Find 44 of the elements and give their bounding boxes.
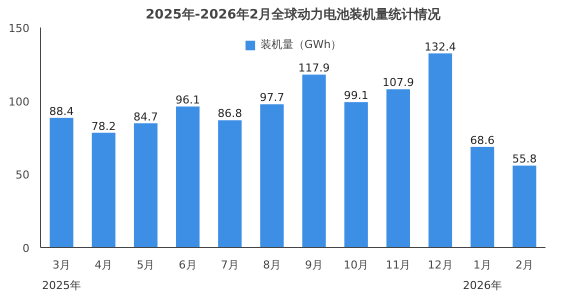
bar bbox=[386, 89, 410, 248]
text: 2025年 bbox=[42, 279, 82, 292]
data-label: 55.8 bbox=[512, 152, 537, 166]
data-label: 96.1 bbox=[176, 94, 200, 107]
x-tick-label: 8月 bbox=[262, 258, 281, 272]
chart-title: 2025年-2026年2月全球动力电池装机量统计情况 bbox=[146, 6, 442, 22]
data-label: 84.7 bbox=[133, 110, 158, 124]
bar bbox=[176, 106, 200, 248]
bar bbox=[512, 166, 536, 248]
x-tick-label: 3月 bbox=[52, 258, 71, 272]
data-label: 88.4 bbox=[49, 104, 74, 118]
y-tick-label: 150 bbox=[8, 22, 30, 35]
bar bbox=[50, 118, 74, 248]
x-tick-label: 12月 bbox=[428, 258, 453, 272]
data-label: 99.1 bbox=[344, 89, 368, 102]
x-tick-label: 6月 bbox=[178, 258, 197, 272]
data-label: 107.9 bbox=[382, 76, 414, 90]
legend-label: 装机量（GWh） bbox=[260, 37, 342, 52]
data-label: 132.4 bbox=[424, 40, 456, 54]
data-label: 97.7 bbox=[260, 91, 284, 104]
bar bbox=[260, 104, 284, 248]
x-tick-label: 4月 bbox=[94, 258, 113, 272]
bar bbox=[470, 146, 494, 248]
y-tick-label: 50 bbox=[16, 168, 30, 182]
x-tick-label: 10月 bbox=[344, 258, 369, 272]
bar bbox=[428, 53, 452, 248]
text: 2026年 bbox=[462, 279, 502, 292]
x-tick-label: 2月 bbox=[515, 258, 534, 272]
bar bbox=[344, 102, 368, 248]
data-label: 68.6 bbox=[470, 134, 495, 147]
x-tick-label: 9月 bbox=[305, 258, 324, 272]
bar bbox=[302, 74, 326, 248]
data-label: 117.9 bbox=[298, 62, 330, 75]
x-tick-label: 7月 bbox=[220, 258, 239, 272]
bar bbox=[134, 123, 158, 248]
data-label: 78.2 bbox=[91, 120, 116, 133]
x-tick-label: 11月 bbox=[386, 258, 411, 272]
x-tick-label: 5月 bbox=[136, 258, 155, 272]
x-tick-label: 1月 bbox=[473, 258, 492, 272]
bar bbox=[218, 120, 242, 248]
bar bbox=[92, 132, 116, 248]
y-tick-label: 100 bbox=[8, 95, 30, 108]
y-tick-label: 0 bbox=[22, 242, 30, 255]
data-label: 86.8 bbox=[218, 107, 242, 120]
